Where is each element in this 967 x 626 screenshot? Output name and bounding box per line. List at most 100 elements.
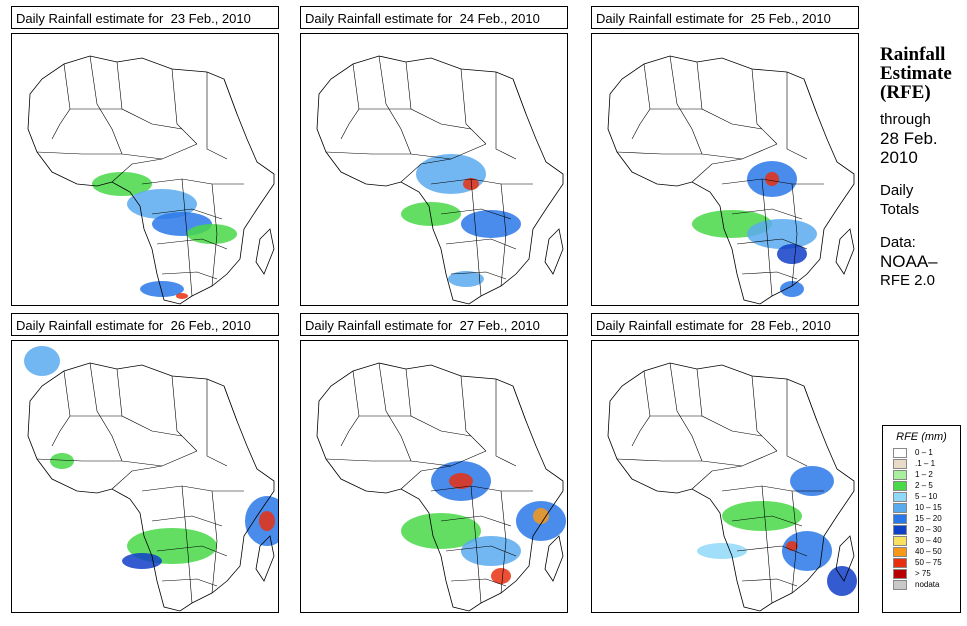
country-border [741, 271, 798, 280]
country-border [616, 151, 743, 160]
madagascar-outline [255, 535, 275, 582]
rainfall-area [461, 210, 521, 238]
country-border [156, 545, 228, 557]
country-border [325, 458, 452, 467]
africa-map [316, 362, 566, 612]
country-border [736, 545, 808, 557]
country-border [761, 178, 773, 297]
rainfall-area [780, 281, 804, 297]
country-border [691, 143, 778, 183]
country-border [89, 362, 123, 462]
madagascar-outline [835, 535, 855, 582]
legend-label: 20 – 30 [915, 525, 942, 534]
rainfall-area [722, 501, 802, 531]
rainfall-map [591, 340, 859, 613]
country-border [36, 458, 163, 467]
africa-map [607, 362, 857, 612]
rainfall-area [449, 473, 473, 489]
country-border [151, 515, 223, 527]
date-line1: 28 Feb. [880, 129, 938, 148]
legend-swatch [893, 470, 907, 480]
rainfall-area [463, 178, 479, 190]
legend-label: > 75 [915, 569, 931, 578]
legend-item: > 75 [893, 568, 960, 579]
map-panel-23-feb: Daily Rainfall estimate for 23 Feb., 201… [11, 6, 281, 306]
country-border [430, 178, 533, 185]
panel-title: Daily Rainfall estimate for 23 Feb., 201… [11, 6, 279, 29]
country-border [400, 143, 487, 183]
daily-line1: Daily [880, 182, 914, 199]
country-border [430, 485, 533, 492]
rainfall-map [11, 33, 279, 306]
rainfall-area [127, 189, 197, 219]
legend-item: 0 – 1 [893, 447, 960, 458]
country-border [51, 63, 71, 140]
rainfall-area [448, 271, 484, 287]
rainfall-map [11, 340, 279, 613]
side-title-line2: Estimate [880, 63, 952, 84]
legend-item: 50 – 75 [893, 557, 960, 568]
rainfall-area [697, 543, 747, 559]
country-border [791, 183, 798, 287]
legend: RFE (mm) 0 – 1 .1 – 1 1 – 2 2 – 5 5 – 10 10 –… [882, 425, 961, 613]
rainfall-area [747, 219, 817, 249]
legend-swatch [893, 547, 907, 557]
country-border [460, 68, 487, 145]
rainfall-area [401, 202, 461, 226]
country-border [616, 458, 743, 467]
country-border [669, 55, 703, 155]
country-border [731, 208, 803, 220]
country-border [111, 450, 198, 490]
country-border [405, 61, 472, 130]
country-border [445, 545, 517, 557]
country-border [512, 385, 527, 422]
rainfall-area [187, 224, 237, 244]
legend-swatch [893, 503, 907, 513]
legend-swatch [893, 558, 907, 568]
coastline [316, 55, 564, 305]
coastline [607, 55, 855, 305]
africa-map [316, 55, 564, 305]
country-border [751, 375, 778, 452]
daily-line2: Totals [880, 201, 920, 218]
country-border [206, 72, 228, 160]
country-border [340, 63, 360, 140]
legend-item: 15 – 20 [893, 513, 960, 524]
country-border [450, 271, 507, 280]
legend-title: RFE (mm) [896, 431, 947, 443]
legend-label: .1 – 1 [915, 459, 936, 468]
legend-label: 50 – 75 [915, 558, 942, 567]
legend-item: 1 – 2 [893, 469, 960, 480]
country-border [460, 375, 487, 452]
coastline [607, 362, 855, 612]
rainfall-layer [401, 461, 566, 584]
legend-label: 10 – 15 [915, 503, 942, 512]
legend-label: nodata [915, 580, 940, 589]
country-border [721, 178, 824, 185]
country-border [211, 490, 218, 594]
africa-map [24, 346, 278, 612]
rainfall-area [827, 566, 857, 596]
legend-item: .1 – 1 [893, 458, 960, 469]
country-border [206, 379, 228, 467]
legend-swatch [893, 459, 907, 469]
legend-swatch [893, 448, 907, 458]
panel-title: Daily Rainfall estimate for 24 Feb., 201… [300, 6, 568, 29]
rainfall-layer [692, 161, 817, 297]
rainfall-map [591, 33, 859, 306]
legend-swatch [893, 514, 907, 524]
legend-label: 1 – 2 [915, 470, 933, 479]
legend-label: 5 – 10 [915, 492, 938, 501]
rainfall-area [790, 466, 834, 496]
rainfall-map [300, 340, 568, 613]
country-border [440, 515, 512, 527]
africa-map [607, 55, 855, 305]
panel-title: Daily Rainfall estimate for 26 Feb., 201… [11, 313, 279, 336]
madagascar-outline [544, 535, 564, 582]
legend-label: 0 – 1 [915, 448, 933, 457]
country-border [405, 368, 472, 437]
madagascar-outline [835, 228, 855, 275]
rainfall-area [461, 536, 521, 566]
legend-item: 30 – 40 [893, 535, 960, 546]
map-panel-25-feb: Daily Rainfall estimate for 25 Feb., 201… [591, 6, 861, 306]
